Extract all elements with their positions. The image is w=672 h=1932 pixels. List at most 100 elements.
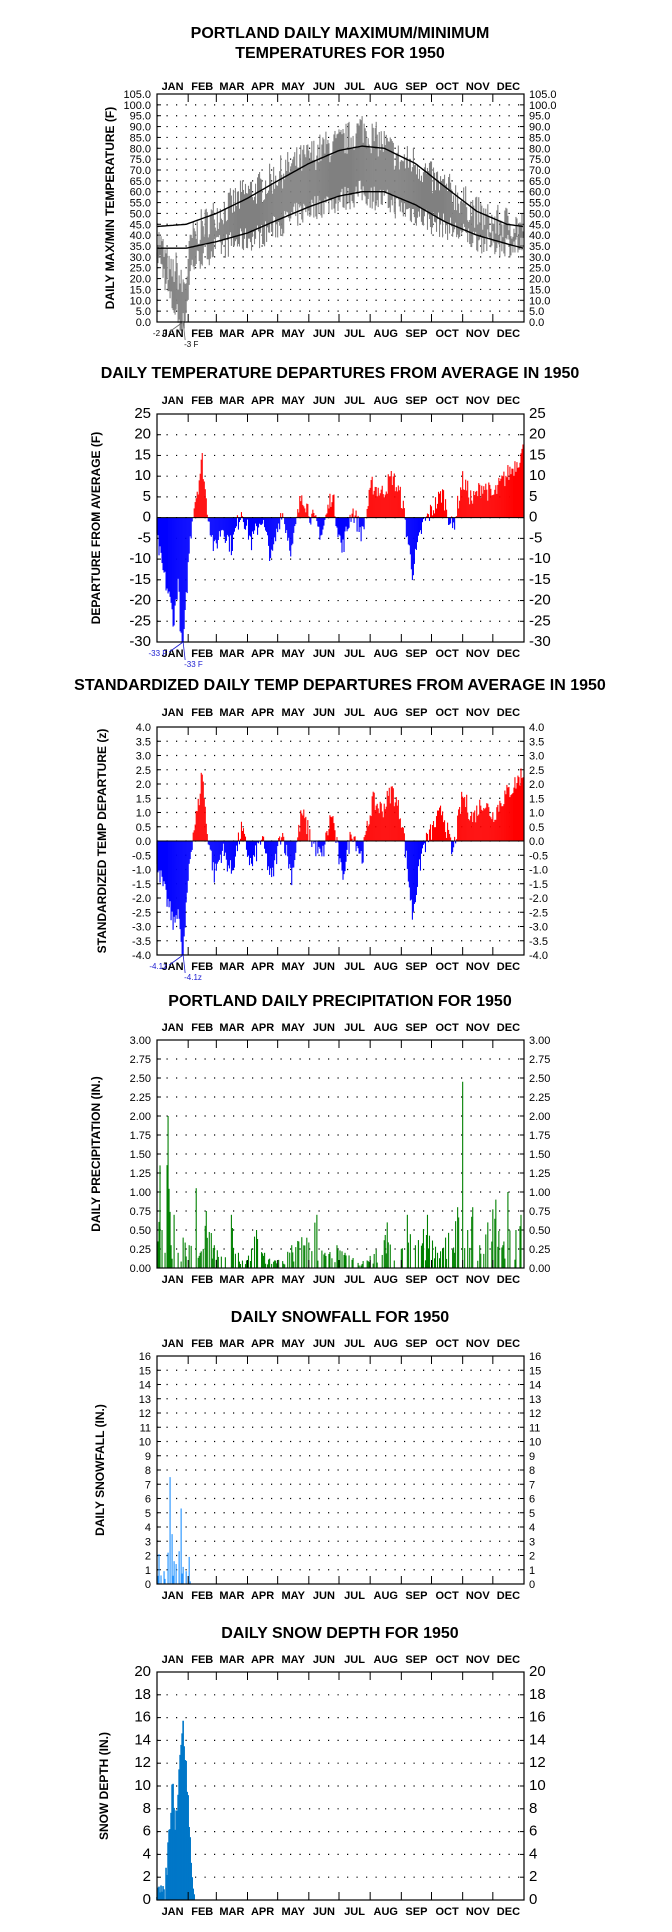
month-label-top: APR — [251, 1338, 274, 1350]
plot-frame — [156, 93, 525, 323]
y-tick-label-left: 2 — [143, 1868, 151, 1885]
y-tick-label-left: -0.5 — [132, 850, 151, 862]
month-label-bottom: NOV — [466, 961, 491, 973]
y-axis-label: STANDARDIZED TEMP DEPARTURE (z) — [95, 729, 109, 954]
month-label-bottom: OCT — [435, 1906, 459, 1918]
month-label-top: JAN — [162, 707, 184, 719]
y-tick-label-left: -2.5 — [132, 907, 151, 919]
y-tick-label-left: 2.75 — [130, 1054, 151, 1066]
y-tick-label-left: 2.25 — [130, 1092, 151, 1104]
y-tick-label-left: -3.5 — [132, 936, 151, 948]
month-label-top: MAY — [282, 707, 306, 719]
month-label-top: JAN — [162, 395, 184, 407]
y-tick-label-right: 20 — [529, 426, 546, 443]
y-tick-label-right: -1.0 — [529, 865, 548, 877]
y-tick-label-left: 25.0 — [130, 263, 151, 275]
annotation-leader — [168, 321, 184, 333]
annotation-leader — [182, 641, 186, 661]
y-tick-label-left: 30.0 — [130, 252, 151, 264]
y-tick-label-left: 80.0 — [130, 143, 151, 155]
month-label-top: NOV — [466, 1654, 491, 1666]
month-label-bottom: JUN — [313, 1274, 335, 1286]
y-tick-label-right: 75.0 — [529, 154, 550, 166]
month-label-top: DEC — [497, 1654, 520, 1666]
y-tick-label-right: -0.5 — [529, 850, 548, 862]
chart-title: STANDARDIZED DAILY TEMP DEPARTURES FROM … — [74, 677, 606, 694]
annotation-leader — [168, 641, 184, 653]
data-marks — [156, 444, 524, 642]
month-label-top: SEP — [405, 81, 427, 93]
plot-frame — [156, 413, 525, 643]
normal-min-line — [157, 191, 524, 249]
y-tick-label-right: 18 — [529, 1686, 546, 1703]
y-tick-label-left: 75.0 — [130, 154, 151, 166]
y-tick-label-right: 14 — [529, 1380, 541, 1392]
y-tick-label-right: -2.5 — [529, 907, 548, 919]
y-tick-label-right: 2.0 — [529, 779, 544, 791]
y-tick-label-right: 8 — [529, 1800, 537, 1817]
month-label-top: APR — [251, 81, 274, 93]
month-label-top: AUG — [374, 1338, 398, 1350]
y-tick-label-right: 16 — [529, 1709, 546, 1726]
annotation-leader — [168, 954, 184, 966]
chart-title: PORTLAND DAILY PRECIPITATION FOR 1950 — [168, 993, 512, 1010]
y-tick-label-left: -5 — [138, 529, 151, 546]
month-label-top: OCT — [435, 81, 459, 93]
y-tick-label-left: 55.0 — [130, 198, 151, 210]
month-label-top: MAR — [219, 1022, 244, 1034]
y-tick-label-right: 0.0 — [529, 836, 544, 848]
plot-frame — [156, 1671, 525, 1901]
month-label-top: APR — [251, 1654, 274, 1666]
y-tick-label-right: 70.0 — [529, 165, 550, 177]
month-label-top: FEB — [191, 1022, 213, 1034]
y-tick-label-left: 105.0 — [123, 89, 151, 101]
month-label-top: AUG — [374, 707, 398, 719]
y-tick-label-left: 13 — [139, 1394, 151, 1406]
month-label-bottom: FEB — [191, 328, 213, 340]
y-tick-label-right: -1.5 — [529, 879, 548, 891]
month-label-bottom: OCT — [435, 961, 459, 973]
month-label-bottom: JUL — [344, 648, 365, 660]
month-label-bottom: JUL — [344, 961, 365, 973]
month-label-bottom: SEP — [405, 1906, 427, 1918]
month-label-bottom: SEP — [405, 961, 427, 973]
grid — [157, 1058, 524, 1250]
y-tick-label-left: 0 — [143, 1891, 151, 1908]
chart-panel-maxmin: PORTLAND DAILY MAXIMUM/MINIMUM TEMPERATUR… — [103, 25, 557, 349]
month-label-bottom: MAY — [282, 1906, 306, 1918]
month-label-bottom: MAR — [219, 1590, 244, 1602]
y-tick-label-left: 40.0 — [130, 230, 151, 242]
month-label-bottom: NOV — [466, 648, 491, 660]
data-marks — [156, 116, 524, 331]
y-tick-label-left: 9 — [145, 1451, 151, 1463]
month-label-bottom: JUN — [313, 961, 335, 973]
month-label-top: JUN — [313, 1338, 335, 1350]
y-tick-label-right: 0.5 — [529, 822, 544, 834]
month-label-top: FEB — [191, 81, 213, 93]
y-tick-label-right: -3.5 — [529, 936, 548, 948]
y-tick-label-left: 1.00 — [130, 1187, 151, 1199]
y-tick-label-right: 4.0 — [529, 722, 544, 734]
y-tick-label-left: 0.00 — [130, 1263, 151, 1275]
chart-panel-snowdepth: DAILY SNOW DEPTH FOR 1950 SNOW DEPTH (IN.… — [97, 1625, 546, 1918]
month-label-top: FEB — [191, 395, 213, 407]
y-tick-label-right: 15 — [529, 446, 546, 463]
month-label-bottom: DEC — [497, 648, 520, 660]
y-tick-label-left: 1.25 — [130, 1168, 151, 1180]
annotation-leader — [182, 954, 186, 974]
month-label-bottom: MAR — [219, 648, 244, 660]
y-tick-label-left: 1.5 — [136, 793, 151, 805]
y-tick-label-left: 0 — [145, 1579, 151, 1591]
y-tick-label-left: 1.75 — [130, 1130, 151, 1142]
data-marks — [156, 768, 524, 955]
y-tick-label-right: 10.0 — [529, 295, 550, 307]
y-tick-label-right: 1.50 — [529, 1149, 550, 1161]
y-tick-label-right: 12 — [529, 1408, 541, 1420]
month-label-top: JUL — [344, 707, 365, 719]
month-label-bottom: FEB — [191, 961, 213, 973]
y-tick-label-left: 0.0 — [136, 836, 151, 848]
month-label-bottom: DEC — [497, 328, 520, 340]
month-label-bottom: MAY — [282, 648, 306, 660]
y-tick-label-left: -20 — [129, 592, 151, 609]
